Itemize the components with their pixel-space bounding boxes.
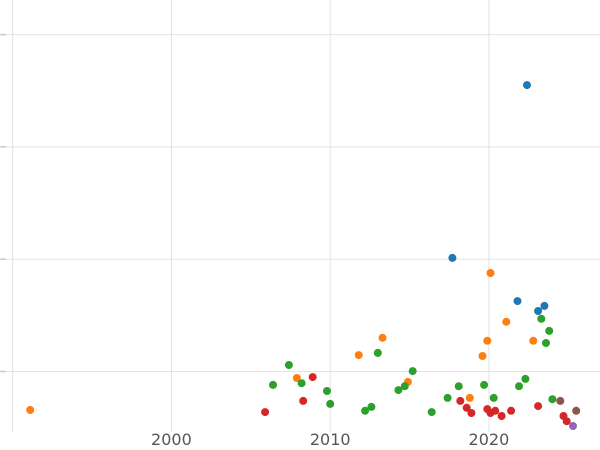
data-point [456,396,465,405]
data-point [367,402,376,411]
data-point [269,380,277,389]
data-point [284,361,293,369]
data-point [299,396,308,405]
data-point [513,297,522,306]
data-point [507,406,516,415]
x-tick-label: 2010 [310,430,351,449]
data-point [448,253,457,262]
data-point [378,333,387,342]
data-point [465,393,474,402]
data-point [478,352,487,360]
data-point [523,81,531,90]
data-point [489,393,498,402]
data-point [540,301,549,310]
data-point [529,336,538,345]
data-point [462,403,471,412]
data-point [572,406,581,415]
data-point [562,417,571,426]
data-point [534,307,543,315]
data-point [548,395,557,404]
data-point [261,408,270,417]
data-point [292,374,301,382]
data-point [308,373,317,382]
data-point [354,351,363,360]
data-point [394,386,403,395]
x-tick-label: 2020 [469,430,510,449]
data-point [326,399,335,408]
data-point [569,422,577,430]
data-point [443,393,452,402]
data-point [400,382,409,391]
data-point [297,379,306,388]
data-point [545,326,554,335]
data-point [491,406,500,415]
data-point [556,396,565,405]
x-tick-label: 2000 [151,430,192,449]
data-point [483,336,492,345]
data-point [497,412,506,420]
data-point [408,367,417,376]
data-point [542,339,550,347]
data-point [534,402,543,411]
data-point [537,314,546,323]
data-point [467,409,476,417]
data-point [323,387,331,395]
data-point [454,382,463,391]
data-point [515,382,523,391]
data-point [26,406,35,414]
data-point [486,269,495,277]
data-point [373,348,382,357]
data-point [521,374,530,383]
data-point [427,408,436,417]
data-point [502,317,511,326]
data-point [361,406,370,415]
data-point [480,380,489,389]
